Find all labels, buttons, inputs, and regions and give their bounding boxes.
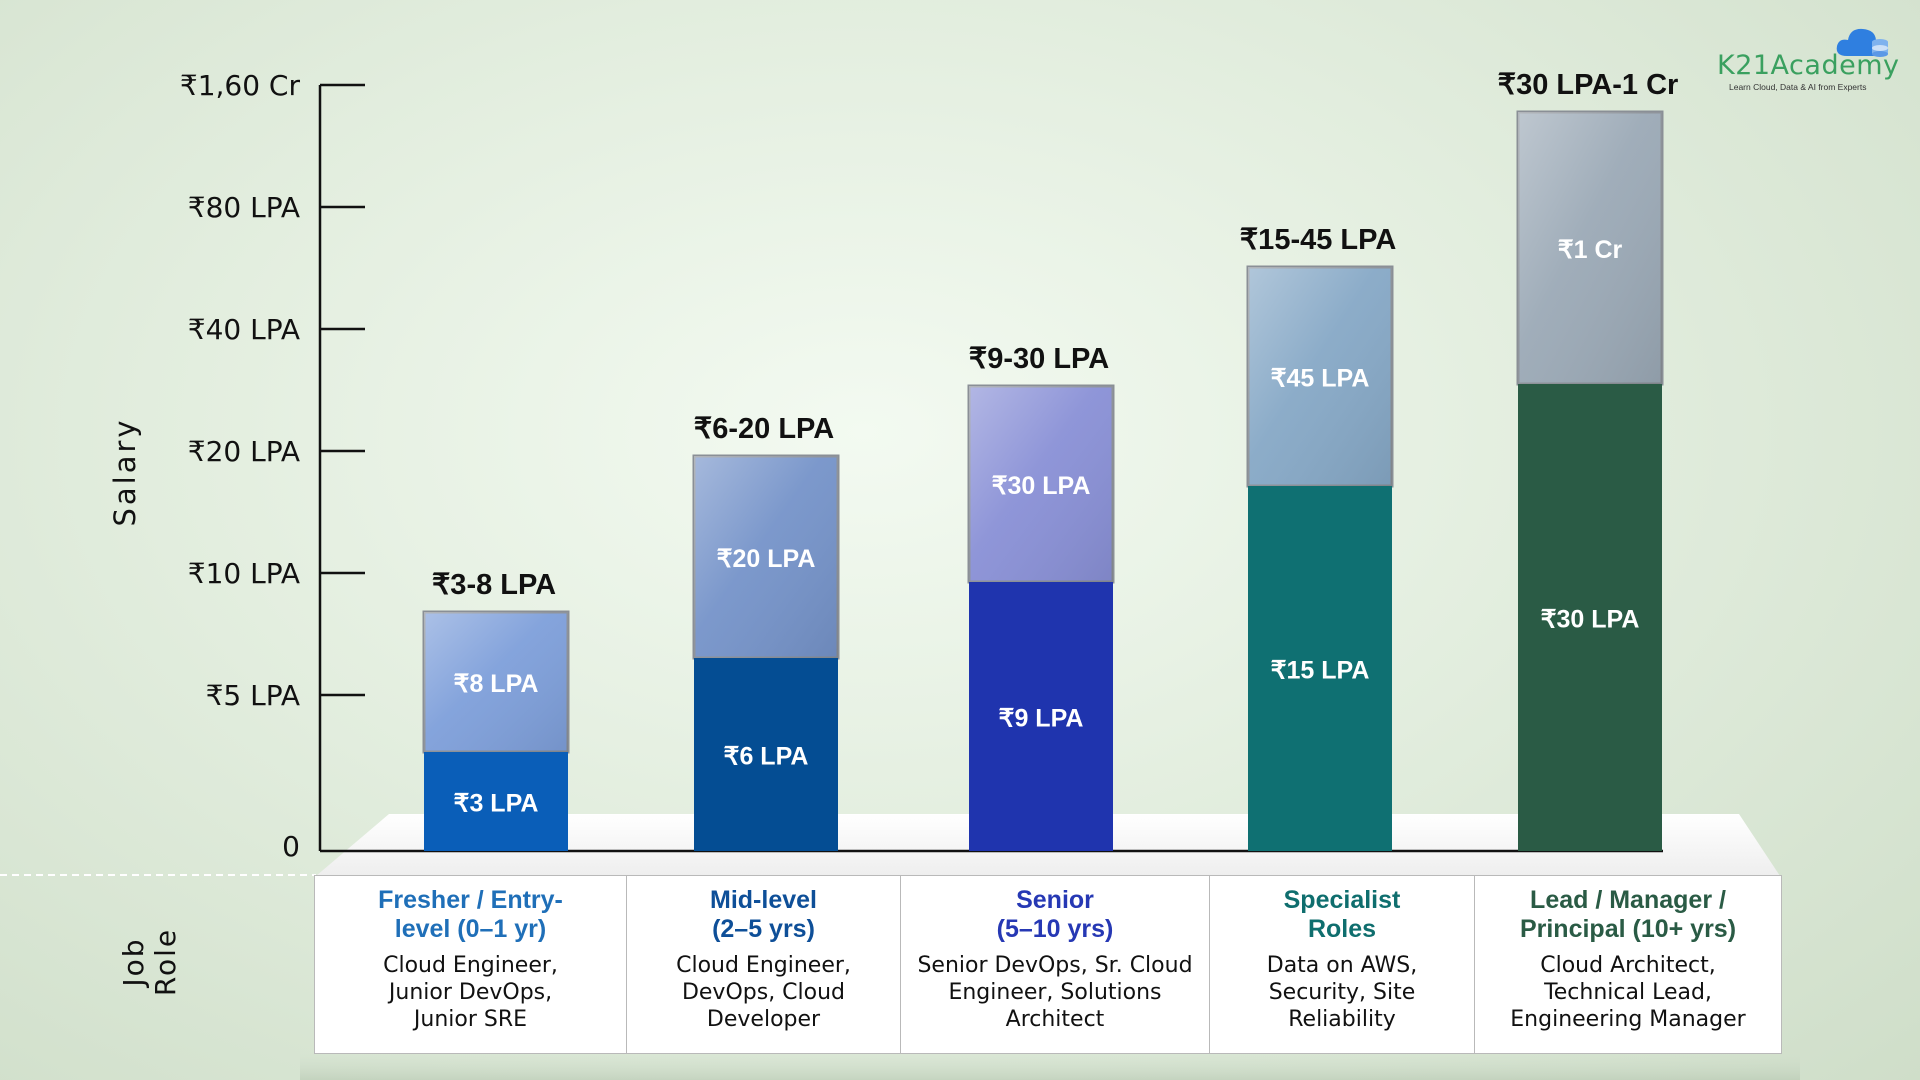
bar-gloss <box>969 386 1113 582</box>
bar-high-label: ₹20 LPA <box>717 545 816 573</box>
bar-low-segment <box>694 658 838 851</box>
y-tick-label: ₹20 LPA <box>188 435 300 468</box>
bar-high-label: ₹45 LPA <box>1271 365 1370 393</box>
role-cell-description: Cloud Engineer, Junior DevOps, Junior SR… <box>383 953 558 1032</box>
bar-low-label: ₹3 LPA <box>454 790 539 818</box>
bar-gloss <box>424 612 568 752</box>
role-cell: Mid-level (2–5 yrs) Cloud Engineer, DevOp… <box>627 876 901 1053</box>
y-tick-label: ₹10 LPA <box>188 557 300 590</box>
bar-low-label: ₹9 LPA <box>999 705 1084 733</box>
bar-range-label: ₹9-30 LPA <box>969 343 1109 375</box>
y-tick-label: ₹1,60 Cr <box>180 69 301 102</box>
bar-low-label: ₹30 LPA <box>1541 606 1640 634</box>
bar-low-segment <box>1518 384 1662 851</box>
bar-range-label: ₹6-20 LPA <box>694 413 834 445</box>
role-cell: Senior (5–10 yrs) Senior DevOps, Sr. Clou… <box>901 876 1210 1053</box>
role-cell-title: Mid-level (2–5 yrs) <box>710 886 817 943</box>
role-cell-description: Cloud Architect, Technical Lead, Enginee… <box>1510 953 1746 1032</box>
bar-range-label: ₹30 LPA-1 Cr <box>1498 69 1679 101</box>
bar-low-segment <box>969 582 1113 851</box>
y-tick-label: 0 <box>282 830 300 863</box>
bar-gloss <box>694 456 838 658</box>
logo-name: K21Academy <box>1717 50 1900 81</box>
role-cell: Fresher / Entry- level (0–1 yr) Cloud Eng… <box>315 876 627 1053</box>
bar-group: ₹20 LPA ₹6 LPA ₹6-20 LPA <box>692 413 840 851</box>
bar-gloss <box>1248 267 1392 486</box>
bar-range-label: ₹3-8 LPA <box>432 569 556 601</box>
role-cell-title: Senior (5–10 yrs) <box>996 886 1114 943</box>
bar-low-segment <box>424 752 568 851</box>
role-cell-description: Data on AWS, Security, Site Reliability <box>1266 953 1418 1032</box>
bar-group: ₹45 LPA ₹15 LPA ₹15-45 LPA <box>1240 224 1397 851</box>
bars-group: ₹8 LPA ₹3 LPA ₹3-8 LPA ₹20 LPA ₹6 LPA ₹6-20 L… <box>422 69 1679 851</box>
role-cell: Specialist Roles Data on AWS, Security, S… <box>1210 876 1475 1053</box>
bar-gloss <box>1518 112 1662 384</box>
brand-logo: K21Academy Learn Cloud, Data & AI from E… <box>1715 22 1899 97</box>
bar-group: ₹1 Cr ₹30 LPA ₹30 LPA-1 Cr <box>1498 69 1679 851</box>
bar-high-label: ₹8 LPA <box>454 670 539 698</box>
y-ticks-group: ₹1,60 Cr ₹80 LPA ₹40 LPA ₹20 LPA ₹10 LPA ₹5 L… <box>180 69 365 863</box>
y-axis-title: Salary <box>108 417 142 527</box>
bar-group: ₹30 LPA ₹9 LPA ₹9-30 LPA <box>967 343 1115 851</box>
role-cell-title: Fresher / Entry- level (0–1 yr) <box>378 886 563 943</box>
y-tick-label: ₹40 LPA <box>188 313 300 346</box>
bar-low-label: ₹6 LPA <box>724 743 809 771</box>
bar-high-label: ₹30 LPA <box>992 472 1091 500</box>
cloud-icon <box>1836 28 1889 57</box>
bar-low-label: ₹15 LPA <box>1271 657 1370 685</box>
floor-shade <box>300 1052 1800 1080</box>
role-cell-description: Cloud Engineer, DevOps, Cloud Developer <box>676 953 851 1032</box>
role-cell: Lead / Manager / Principal (10+ yrs) Clou… <box>1475 876 1781 1053</box>
logo-tagline: Learn Cloud, Data & AI from Experts <box>1729 82 1867 92</box>
bar-high-label: ₹1 Cr <box>1558 236 1623 264</box>
y-tick-label: ₹5 LPA <box>206 679 300 712</box>
bar-range-label: ₹15-45 LPA <box>1240 224 1397 256</box>
job-role-row-label: Job Role <box>117 927 182 997</box>
role-cell-description: Senior DevOps, Sr. Cloud Engineer, Solut… <box>917 953 1193 1032</box>
job-role-table: Fresher / Entry- level (0–1 yr) Cloud Eng… <box>314 875 1782 1054</box>
role-cell-title: Specialist Roles <box>1283 886 1401 943</box>
y-tick-label: ₹80 LPA <box>188 191 300 224</box>
bar-group: ₹8 LPA ₹3 LPA ₹3-8 LPA <box>422 569 570 851</box>
role-cell-title: Lead / Manager / Principal (10+ yrs) <box>1519 886 1737 943</box>
bar-low-segment <box>1248 486 1392 851</box>
